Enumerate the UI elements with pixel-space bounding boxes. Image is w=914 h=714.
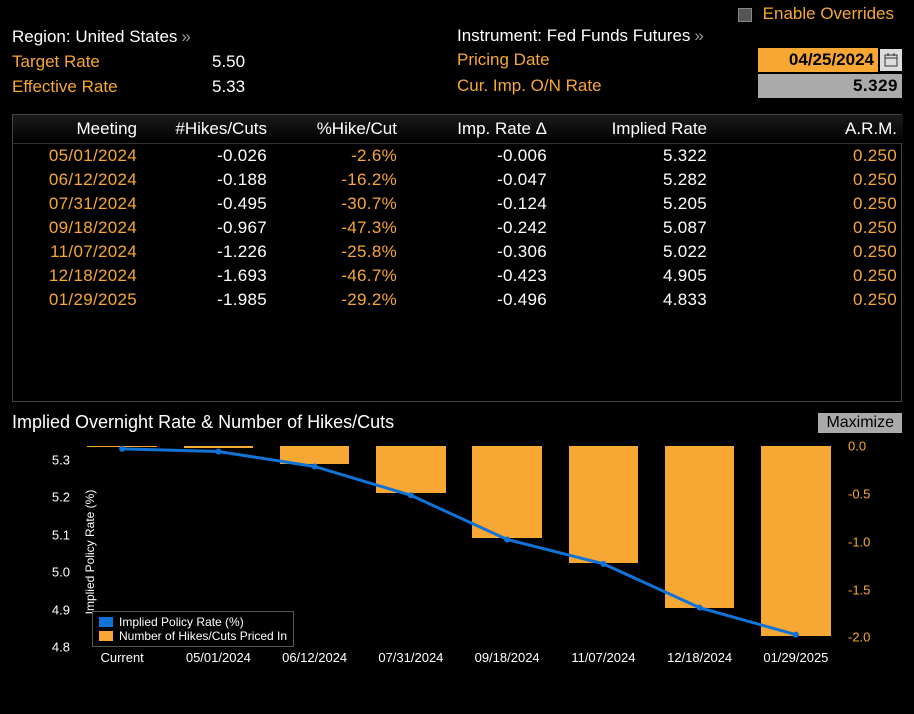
xtick: 06/12/2024 bbox=[282, 650, 347, 665]
table-header: Implied Rate bbox=[553, 115, 713, 144]
ytick-left: 5.3 bbox=[30, 452, 70, 467]
region-label: Region: United States bbox=[12, 27, 177, 47]
chart-title: Implied Overnight Rate & Number of Hikes… bbox=[12, 412, 394, 433]
ytick-left: 5.0 bbox=[30, 565, 70, 580]
pricing-date-input[interactable]: 04/25/2024 bbox=[758, 48, 878, 72]
target-rate-value: 5.50 bbox=[212, 52, 245, 72]
ytick-right: 0.0 bbox=[848, 438, 884, 453]
enable-overrides-label: Enable Overrides bbox=[763, 4, 894, 23]
enable-overrides-checkbox[interactable] bbox=[738, 8, 752, 22]
instrument-label: Instrument: Fed Funds Futures bbox=[457, 26, 690, 46]
table-row: 06/12/2024-0.188-16.2%-0.0475.2820.250 bbox=[13, 168, 903, 192]
legend-swatch-bar bbox=[99, 631, 113, 641]
legend-swatch-line bbox=[99, 617, 113, 627]
xtick: 07/31/2024 bbox=[378, 650, 443, 665]
table-row: 05/01/2024-0.026-2.6%-0.0065.3220.250 bbox=[13, 144, 903, 169]
maximize-button[interactable]: Maximize bbox=[818, 413, 902, 433]
chevron-right-icon[interactable]: » bbox=[694, 26, 703, 46]
table-header: %Hike/Cut bbox=[273, 115, 403, 144]
target-rate-label: Target Rate bbox=[12, 52, 212, 72]
ytick-right: -0.5 bbox=[848, 486, 884, 501]
calendar-icon[interactable] bbox=[880, 49, 902, 71]
table-header: Imp. Rate Δ bbox=[403, 115, 553, 144]
table-header: Meeting bbox=[13, 115, 143, 144]
xtick: Current bbox=[100, 650, 143, 665]
table-row: 07/31/2024-0.495-30.7%-0.1245.2050.250 bbox=[13, 192, 903, 216]
chevron-right-icon[interactable]: » bbox=[181, 27, 190, 47]
table-row: 09/18/2024-0.967-47.3%-0.2425.0870.250 bbox=[13, 216, 903, 240]
chart-area: Implied Policy Rate (%) Number of Hikes/… bbox=[12, 433, 902, 671]
table-row: 12/18/2024-1.693-46.7%-0.4234.9050.250 bbox=[13, 264, 903, 288]
ytick-right: -1.0 bbox=[848, 534, 884, 549]
table-row: 11/07/2024-1.226-25.8%-0.3065.0220.250 bbox=[13, 240, 903, 264]
cur-imp-rate-label: Cur. Imp. O/N Rate bbox=[457, 76, 757, 96]
ytick-left: 5.2 bbox=[30, 490, 70, 505]
rates-table: Meeting#Hikes/Cuts%Hike/CutImp. Rate ΔIm… bbox=[13, 115, 903, 312]
ytick-left: 4.9 bbox=[30, 602, 70, 617]
table-row: 01/29/2025-1.985-29.2%-0.4964.8330.250 bbox=[13, 288, 903, 312]
effective-rate-value: 5.33 bbox=[212, 77, 245, 97]
xtick: 09/18/2024 bbox=[475, 650, 540, 665]
xtick: 11/07/2024 bbox=[571, 650, 635, 665]
ytick-left: 4.8 bbox=[30, 640, 70, 655]
xtick: 05/01/2024 bbox=[186, 650, 251, 665]
chart-line bbox=[122, 449, 796, 635]
ytick-right: -2.0 bbox=[848, 630, 884, 645]
table-header: #Hikes/Cuts bbox=[143, 115, 273, 144]
xtick: 01/29/2025 bbox=[763, 650, 828, 665]
chart-legend: Implied Policy Rate (%) Number of Hikes/… bbox=[92, 611, 294, 647]
effective-rate-label: Effective Rate bbox=[12, 77, 212, 97]
ytick-right: -1.5 bbox=[848, 582, 884, 597]
xtick: 12/18/2024 bbox=[667, 650, 732, 665]
cur-imp-rate-value: 5.329 bbox=[758, 74, 902, 98]
table-header: A.R.M. bbox=[713, 115, 903, 144]
ytick-left: 5.1 bbox=[30, 527, 70, 542]
pricing-date-label: Pricing Date bbox=[457, 50, 757, 70]
